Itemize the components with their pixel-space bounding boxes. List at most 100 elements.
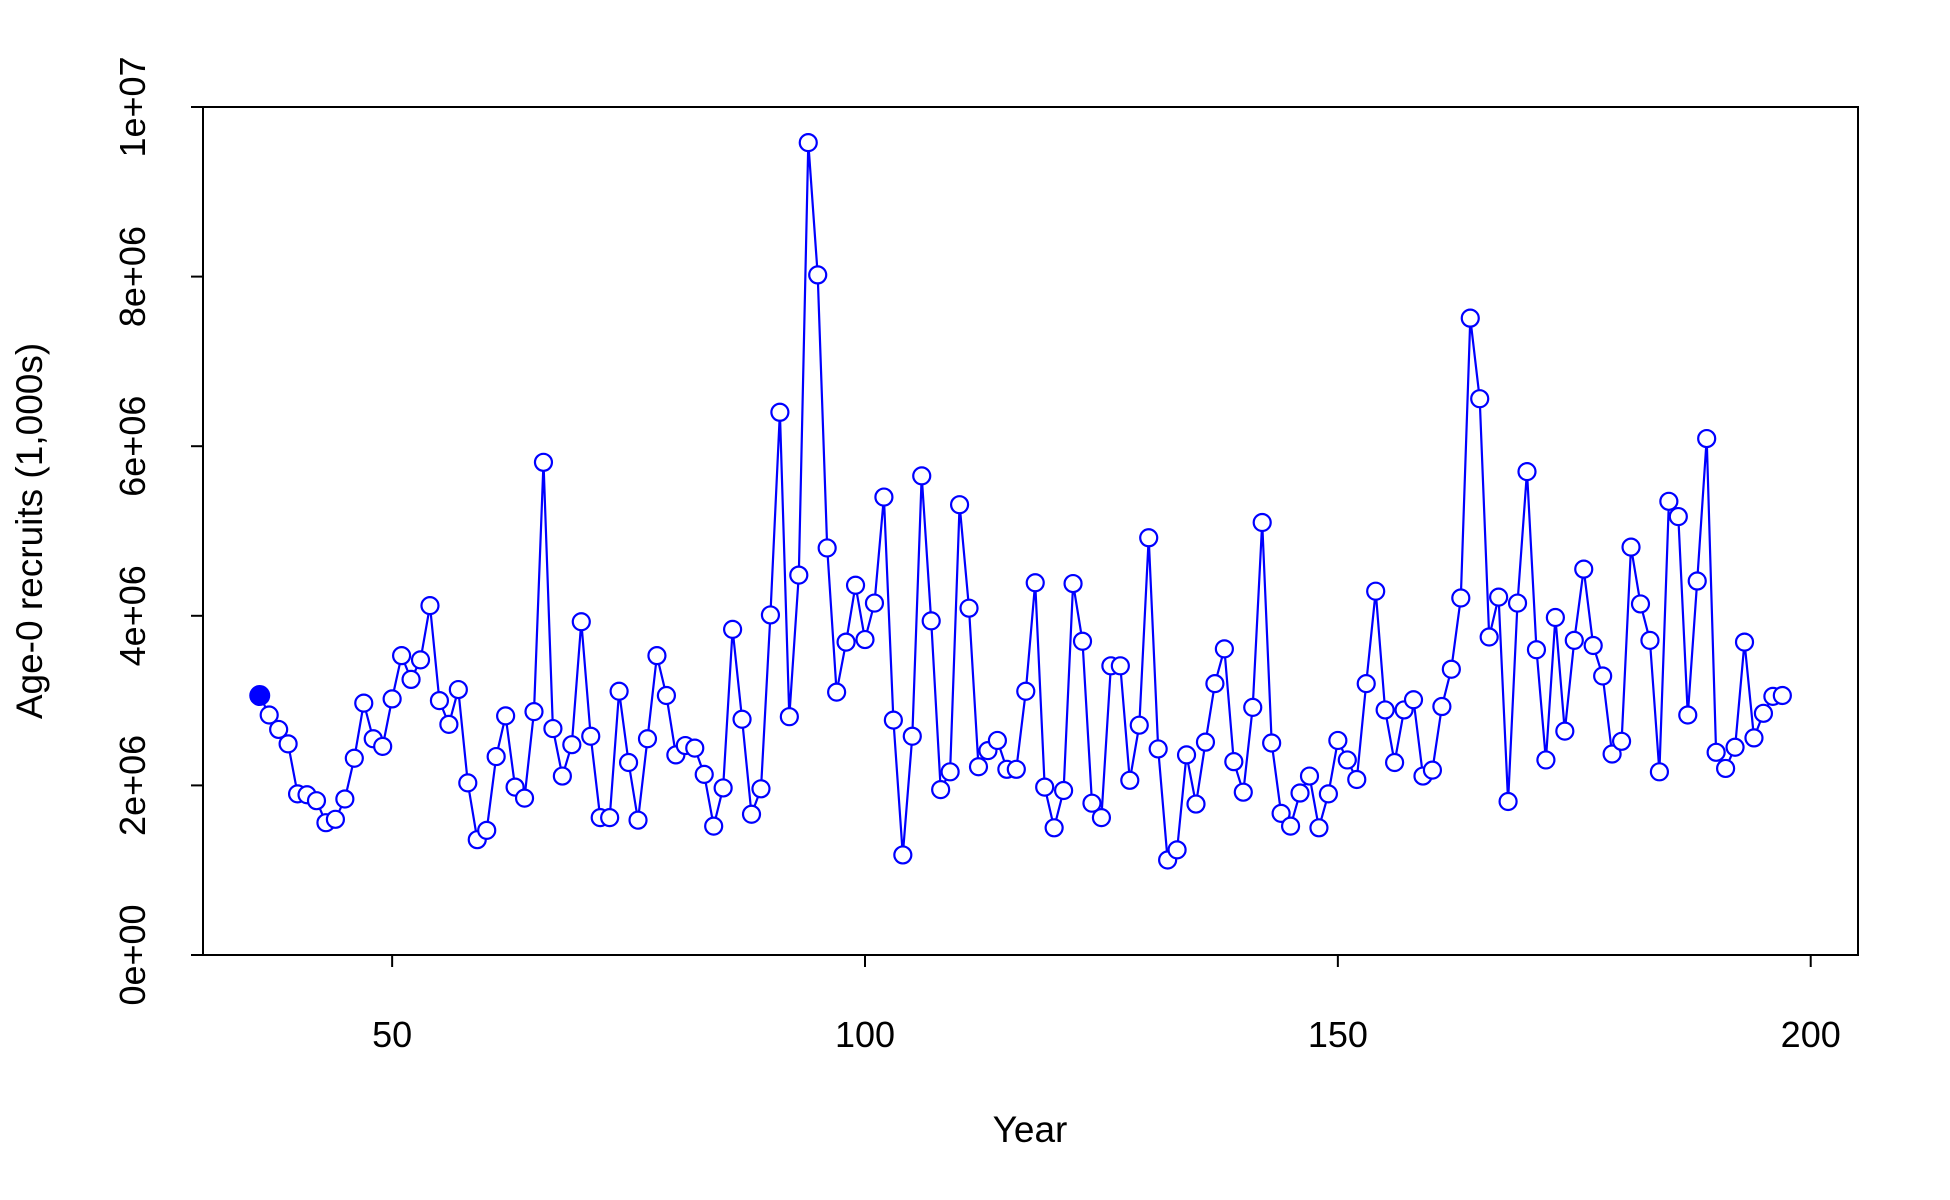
data-point [968,757,989,777]
data-point [1384,752,1405,773]
data-point [335,789,355,809]
data-point [656,685,677,706]
y-tick-label: 6e+06 [112,396,153,497]
data-point [392,646,412,666]
data-point [770,402,790,422]
x-tick-label: 200 [1781,1014,1841,1055]
data-point [514,788,535,808]
data-point [1715,758,1736,779]
data-point [1545,607,1565,628]
data-point [1195,732,1216,752]
data-point [1451,588,1471,608]
data-point [949,495,970,515]
data-point [1176,745,1197,765]
x-axis: 50 100 150 200 [372,954,1841,1055]
data-point [1280,816,1301,836]
data-point [306,791,327,811]
data-point [382,689,402,709]
data-point [732,709,752,729]
data-point [713,778,733,798]
data-point [429,690,450,711]
data-point [1564,630,1584,650]
data-point [864,593,885,613]
y-tick-label: 4e+06 [112,565,153,666]
data-point [325,809,345,829]
data-point [1422,760,1443,780]
data-point [931,780,951,800]
data-point [269,719,289,740]
data-point [1252,512,1272,533]
data-point [1630,594,1651,614]
data-point [1640,630,1660,650]
data-point [1072,631,1093,651]
data-point [477,820,497,840]
data-point [448,679,468,700]
data-point [1091,808,1112,828]
data-point [496,706,516,726]
data-point [685,738,705,758]
x-tick-label: 150 [1308,1014,1368,1055]
data-point [1744,728,1764,748]
series-layer [249,133,1792,870]
data-point [694,764,714,784]
data-point [1214,639,1234,659]
data-point [959,598,979,618]
data-point [1574,559,1594,579]
data-point [543,718,563,739]
data-point [1611,731,1632,751]
x-tick-label: 50 [372,1014,412,1055]
data-point [883,710,903,730]
data-point [1148,739,1168,759]
data-point [808,265,828,285]
data-point [373,736,393,756]
data-point [439,714,459,734]
data-point [1536,750,1556,770]
data-point [1526,640,1547,660]
data-point [1035,777,1055,797]
data-point [1016,681,1036,701]
data-point [902,726,922,746]
data-point [1687,571,1707,591]
data-point [420,596,440,616]
data-point [1290,783,1310,803]
data-point [1044,818,1064,838]
data-point [1441,659,1461,679]
data-point [552,766,572,786]
data-point [1498,791,1518,812]
y-tick-label: 2e+06 [112,735,153,836]
data-point [704,816,724,836]
x-tick-label: 100 [835,1014,895,1055]
data-point [1517,462,1537,482]
data-point [1318,784,1339,804]
data-point [1205,674,1225,694]
data-point [1602,744,1622,764]
data-point [533,452,554,472]
data-point [410,650,431,670]
data-point [486,746,506,767]
data-point [912,466,932,486]
data-point [1375,700,1395,720]
data-point [1432,696,1452,717]
data-point [1347,769,1367,790]
data-point [1697,428,1717,449]
data-point [1734,632,1755,652]
data-point [1356,674,1376,694]
data-point [921,611,941,631]
data-point [1555,721,1575,741]
data-point [1167,840,1187,860]
data-point [1082,793,1102,813]
data-point [524,702,544,722]
data-point [1309,818,1329,838]
data-point [278,734,298,754]
data-point [581,726,601,746]
data-point [1337,750,1357,770]
data-point [874,487,894,507]
data-point [798,133,818,153]
data-point [779,707,799,727]
data-point [1593,666,1613,686]
data-point [1403,690,1424,710]
y-tick-label: 0e+00 [112,904,153,1005]
data-point [1668,506,1688,527]
data-point [1243,697,1263,717]
data-point [1479,627,1499,647]
